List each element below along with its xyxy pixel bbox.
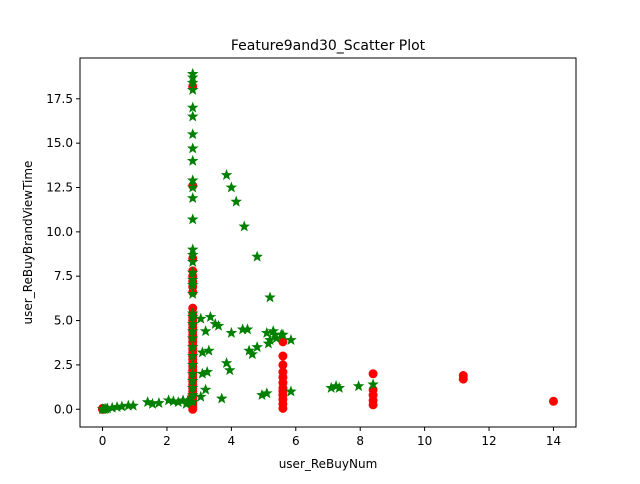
scatter-point-star — [186, 243, 199, 255]
scatter-point-star — [225, 181, 238, 193]
x-tick-label: 4 — [228, 434, 236, 448]
y-tick-label: 10.0 — [46, 225, 73, 239]
plot-frame — [79, 57, 577, 428]
y-tick-label: 15.0 — [46, 136, 73, 150]
scatter-point-star — [285, 334, 297, 345]
scatter-point-star — [186, 332, 199, 344]
scatter-point-star — [186, 396, 199, 408]
scatter-point-circle — [278, 367, 288, 377]
scatter-point-star — [182, 394, 194, 406]
scatter-point-star — [186, 174, 199, 186]
scatter-point-star — [264, 291, 276, 303]
scatter-point-star — [186, 255, 199, 267]
x-tick-label: 2 — [163, 434, 171, 448]
scatter-point-star — [186, 110, 199, 122]
scatter-point-star — [141, 396, 154, 408]
scatter-point-star — [186, 358, 199, 370]
scatter-point-circle — [368, 369, 378, 379]
scatter-point-star — [203, 344, 215, 356]
scatter-point-star — [199, 325, 212, 337]
x-tick-label: 12 — [481, 434, 496, 448]
scatter-point-star — [195, 390, 207, 402]
scatter-point-star — [186, 181, 199, 193]
scatter-point-star — [352, 380, 365, 392]
scatter-point-star — [277, 328, 289, 340]
scatter-point-star — [186, 71, 199, 83]
y-axis-label: user_ReBuyBrandViewTime — [21, 161, 35, 325]
scatter-point-star — [251, 250, 263, 262]
scatter-point-star — [186, 213, 199, 225]
y-tick-label: 5.0 — [54, 314, 73, 328]
scatter-point-star — [285, 385, 297, 397]
scatter-point-star — [186, 101, 199, 113]
scatter-point-star — [186, 67, 199, 79]
scatter-point-star — [186, 307, 199, 319]
scatter-point-star — [186, 374, 199, 386]
y-axis-ticks: 0.0 2.5 5.0 7.5 10.0 12.5 15.0 17.5 — [46, 92, 80, 416]
scatter-point-star — [186, 248, 199, 260]
chart-title: Feature9and30_Scatter Plot — [231, 38, 426, 54]
scatter-point-circle — [278, 360, 288, 370]
scatter-point-star — [220, 357, 233, 369]
scatter-point-star — [127, 399, 139, 411]
y-tick-label: 17.5 — [46, 92, 73, 106]
scatter-point-star — [220, 169, 233, 180]
scatter-point-star — [204, 310, 217, 322]
scatter-point-circle — [548, 396, 558, 406]
x-tick-label: 10 — [417, 434, 432, 448]
y-tick-label: 2.5 — [54, 358, 73, 372]
scatter-point-star — [201, 365, 213, 377]
scatter-point-star — [212, 319, 225, 331]
x-tick-label: 6 — [292, 434, 300, 448]
scatter-point-star — [186, 83, 199, 95]
scatter-point-star — [261, 387, 273, 399]
scatter-point-circle — [278, 351, 288, 361]
scatter-point-circle — [278, 337, 288, 347]
scatter-point-star — [186, 154, 199, 166]
x-tick-label: 14 — [546, 434, 561, 448]
scatter-point-star — [215, 392, 228, 404]
x-tick-label: 0 — [99, 434, 107, 448]
x-axis-label: user_ReBuyNum — [279, 457, 378, 471]
scatter-point-star — [186, 287, 199, 299]
scatter-point-star — [186, 142, 199, 154]
y-tick-label: 12.5 — [46, 181, 73, 195]
scatter-point-star — [186, 76, 199, 88]
scatter-point-star — [186, 341, 199, 353]
scatter-point-star — [186, 310, 199, 322]
scatter-point-star — [186, 266, 199, 278]
scatter-point-star — [186, 279, 199, 290]
scatter-point-star — [186, 318, 199, 330]
scatter-point-star — [224, 364, 236, 376]
scatter-point-star — [186, 367, 199, 379]
scatter-point-star — [186, 325, 199, 337]
x-tick-label: 8 — [356, 434, 364, 448]
scatter-point-star — [199, 383, 212, 395]
scatter-point-star — [186, 128, 199, 140]
scatter-point-star — [186, 273, 199, 285]
x-axis-ticks: 0 2 4 6 8 10 12 14 — [99, 427, 561, 448]
scatter-point-star — [153, 396, 165, 408]
scatter-point-star — [225, 326, 238, 338]
scatter-point-star — [241, 323, 254, 335]
y-tick-label: 0.0 — [54, 402, 73, 416]
scatter-point-star — [251, 341, 263, 353]
scatter-point-star — [333, 381, 346, 393]
scatter-point-star — [186, 349, 199, 361]
scatter-point-star — [367, 378, 379, 390]
scatter-point-star — [186, 192, 199, 204]
scatter-point-star — [186, 389, 199, 400]
data-marks — [96, 67, 558, 415]
scatter-point-star — [195, 312, 207, 324]
scatter-point-star — [238, 220, 251, 232]
y-tick-label: 7.5 — [54, 269, 73, 283]
scatter-point-star — [186, 381, 199, 393]
scatter-point-star — [230, 195, 242, 207]
scatter-point-circle — [458, 371, 468, 381]
scatter-point-star — [246, 348, 259, 360]
